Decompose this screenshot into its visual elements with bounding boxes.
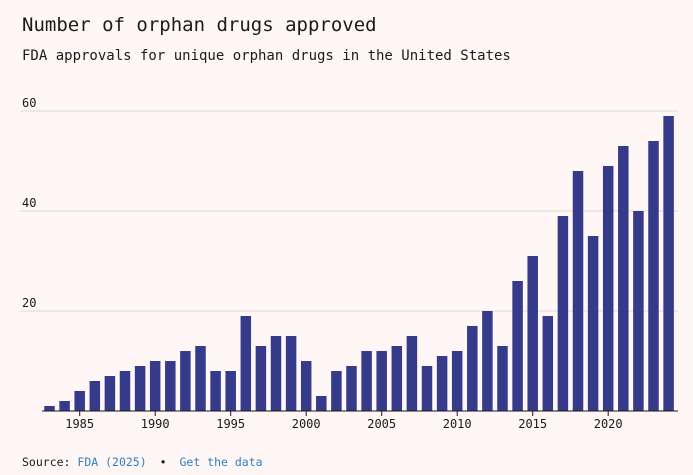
x-tick-label-2020: 2020 xyxy=(594,417,623,431)
axes: 20 40 60 1985 1990 1995 2000 2005 2010 2015 2020 xyxy=(22,96,678,431)
bar-1996: 1996: 19 xyxy=(240,316,252,411)
y-tick-label-20: 20 xyxy=(22,296,36,310)
chart-title: Number of orphan drugs approved xyxy=(22,14,377,36)
bar-2015: 2015: 31 xyxy=(527,256,538,411)
x-tick-label-2015: 2015 xyxy=(518,417,547,431)
footer-separator: • xyxy=(159,455,167,469)
bar-2005: 2005: 12 xyxy=(376,351,387,411)
y-tick-label-40: 40 xyxy=(22,196,36,210)
x-tick-label-1995: 1995 xyxy=(216,417,245,431)
bar-2007: 2007: 15 xyxy=(406,336,418,411)
x-tick-label-2000: 2000 xyxy=(292,417,321,431)
bar-1986: 1986: 6 xyxy=(89,381,101,411)
bar-2013: 2013: 13 xyxy=(497,346,508,411)
bar-2019: 2019: 35 xyxy=(587,236,599,411)
y-tick-label-60: 60 xyxy=(22,96,36,110)
bar-1990: 1990: 10 xyxy=(149,361,161,411)
bar-1992: 1992: 12 xyxy=(180,351,191,411)
source-label: Source: xyxy=(22,455,71,469)
bar-2001: 2001: 3 xyxy=(316,396,327,411)
footer: Source: FDA (2025) • Get the data xyxy=(22,455,263,469)
bar-2021: 2021: 53 xyxy=(618,146,629,411)
bar-chart: 1983: 1 1984: 2 1985: 4 1986: 61987: 71988:… xyxy=(20,96,678,431)
bar-1993: 1993: 13 xyxy=(195,346,206,411)
bar-2012: 2012: 20 xyxy=(482,311,493,411)
bar-2017: 2017: 39 xyxy=(557,216,569,411)
bars: 1983: 1 1984: 2 1985: 4 1986: 61987: 71988:… xyxy=(44,116,674,411)
bar-1997: 1997: 13 xyxy=(255,346,267,411)
bar-2003: 2003: 9 xyxy=(346,366,357,411)
bar-2014: 2014: 26 xyxy=(512,281,523,411)
bar-1999: 1999: 15 xyxy=(285,336,297,411)
gridlines xyxy=(20,110,678,312)
x-tick-label-2005: 2005 xyxy=(367,417,396,431)
bar-2011: 2011: 17 xyxy=(467,326,478,411)
x-tick-label-2010: 2010 xyxy=(443,417,472,431)
chart-subtitle: FDA approvals for unique orphan drugs in… xyxy=(22,48,511,64)
bar-2016: 2016: 19 xyxy=(542,316,554,411)
bar-1987: 1987: 7 xyxy=(104,376,116,411)
bar-1984: 1984: 2 xyxy=(59,401,70,411)
bar-2023: 2023: 54 xyxy=(648,141,659,411)
bar-2018: 2018: 48 xyxy=(572,171,584,411)
get-data-link[interactable]: Get the data xyxy=(179,455,263,469)
bar-2004: 2004: 12 xyxy=(361,351,372,411)
bar-1985: 1985: 4 xyxy=(74,391,85,411)
bar-2010: 2010: 12 xyxy=(451,351,463,411)
bar-1995: 1995: 8 xyxy=(225,371,236,411)
bar-2024: 2024: 59 xyxy=(663,116,674,411)
bar-1991: 1991: 10 xyxy=(165,361,176,411)
bar-2008: 2008: 9 xyxy=(421,366,433,411)
bar-1988: 1988: 8 xyxy=(119,371,131,411)
x-tick-label-1990: 1990 xyxy=(141,417,170,431)
source-link[interactable]: FDA (2025) xyxy=(77,455,147,469)
bar-2022: 2022: 40 xyxy=(633,211,644,411)
bar-2002: 2002: 8 xyxy=(331,371,342,411)
bar-2000: 2000: 10 xyxy=(300,361,312,411)
bar-1994: 1994: 8 xyxy=(210,371,221,411)
bar-2020: 2020: 49 xyxy=(602,166,614,411)
bar-2009: 2009: 11 xyxy=(436,356,448,411)
x-tick-label-1985: 1985 xyxy=(65,417,94,431)
bar-1998: 1998: 15 xyxy=(270,336,282,411)
bar-2006: 2006: 13 xyxy=(391,346,403,411)
bar-1989: 1989: 9 xyxy=(134,366,146,411)
bar-1983: 1983: 1 xyxy=(44,406,55,411)
